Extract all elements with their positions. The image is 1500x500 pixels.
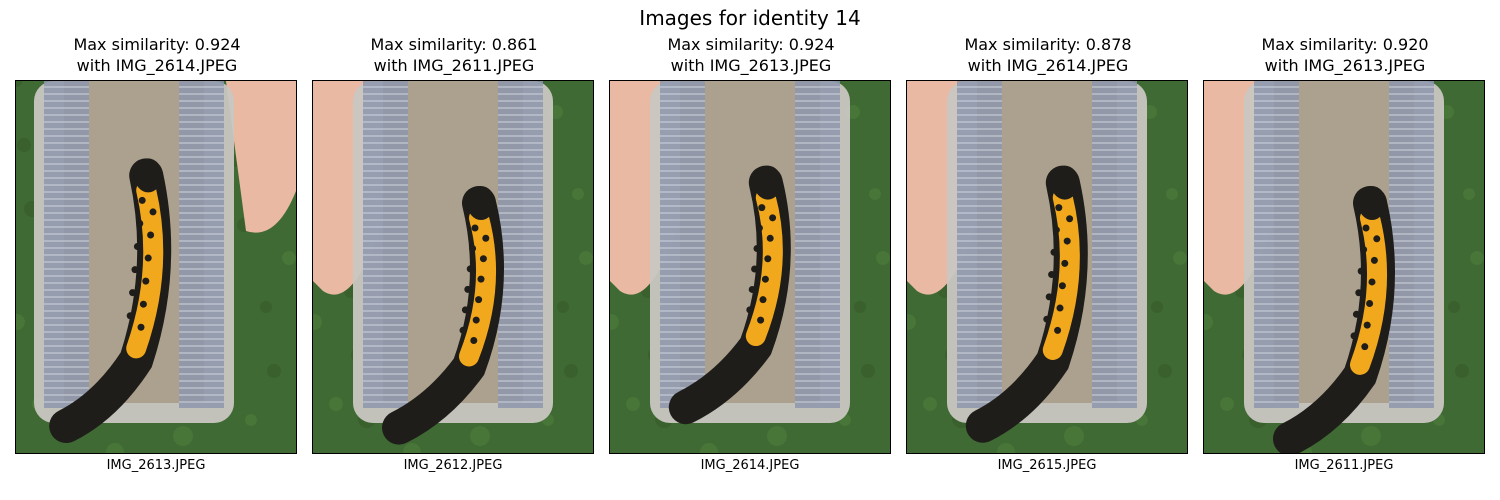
match-label: with IMG_2614.JPEG [76, 56, 238, 75]
newt-photo-illustration [1204, 81, 1484, 453]
image-panel: Max similarity: 0.924 with IMG_2614.JPEG I… [15, 34, 299, 473]
similarity-label: Max similarity: 0.924 [667, 35, 835, 54]
similarity-label: Max similarity: 0.920 [1261, 35, 1429, 54]
panel-title: Max similarity: 0.924 with IMG_2614.JPEG [15, 34, 299, 76]
similarity-label: Max similarity: 0.924 [73, 35, 241, 54]
image-panel: Max similarity: 0.924 with IMG_2613.JPEG I… [609, 34, 893, 473]
panel-title: Max similarity: 0.861 with IMG_2611.JPEG [312, 34, 596, 76]
image-filename: IMG_2612.JPEG [403, 458, 503, 473]
similarity-label: Max similarity: 0.878 [964, 35, 1132, 54]
image-filename: IMG_2611.JPEG [1294, 458, 1394, 473]
similarity-label: Max similarity: 0.861 [370, 35, 538, 54]
newt-photo-illustration [313, 81, 593, 453]
match-label: with IMG_2613.JPEG [670, 56, 832, 75]
panel-title: Max similarity: 0.920 with IMG_2613.JPEG [1203, 34, 1487, 76]
image-filename: IMG_2613.JPEG [106, 458, 206, 473]
image-panel: Max similarity: 0.878 with IMG_2614.JPEG I… [906, 34, 1190, 473]
newt-photo [609, 80, 891, 454]
image-panel: Max similarity: 0.920 with IMG_2613.JPEG I… [1203, 34, 1487, 473]
newt-photo-illustration [610, 81, 890, 453]
match-label: with IMG_2611.JPEG [373, 56, 535, 75]
panel-title: Max similarity: 0.924 with IMG_2613.JPEG [609, 34, 893, 76]
newt-photo-illustration [16, 81, 296, 453]
newt-photo [906, 80, 1188, 454]
match-label: with IMG_2613.JPEG [1264, 56, 1426, 75]
match-label: with IMG_2614.JPEG [967, 56, 1129, 75]
image-panel: Max similarity: 0.861 with IMG_2611.JPEG I… [312, 34, 596, 473]
newt-photo [1203, 80, 1485, 454]
image-filename: IMG_2614.JPEG [700, 458, 800, 473]
newt-photo [312, 80, 594, 454]
newt-photo-illustration [907, 81, 1187, 453]
panel-title: Max similarity: 0.878 with IMG_2614.JPEG [906, 34, 1190, 76]
newt-photo [15, 80, 297, 454]
figure-title: Images for identity 14 [639, 6, 861, 30]
image-filename: IMG_2615.JPEG [997, 458, 1097, 473]
